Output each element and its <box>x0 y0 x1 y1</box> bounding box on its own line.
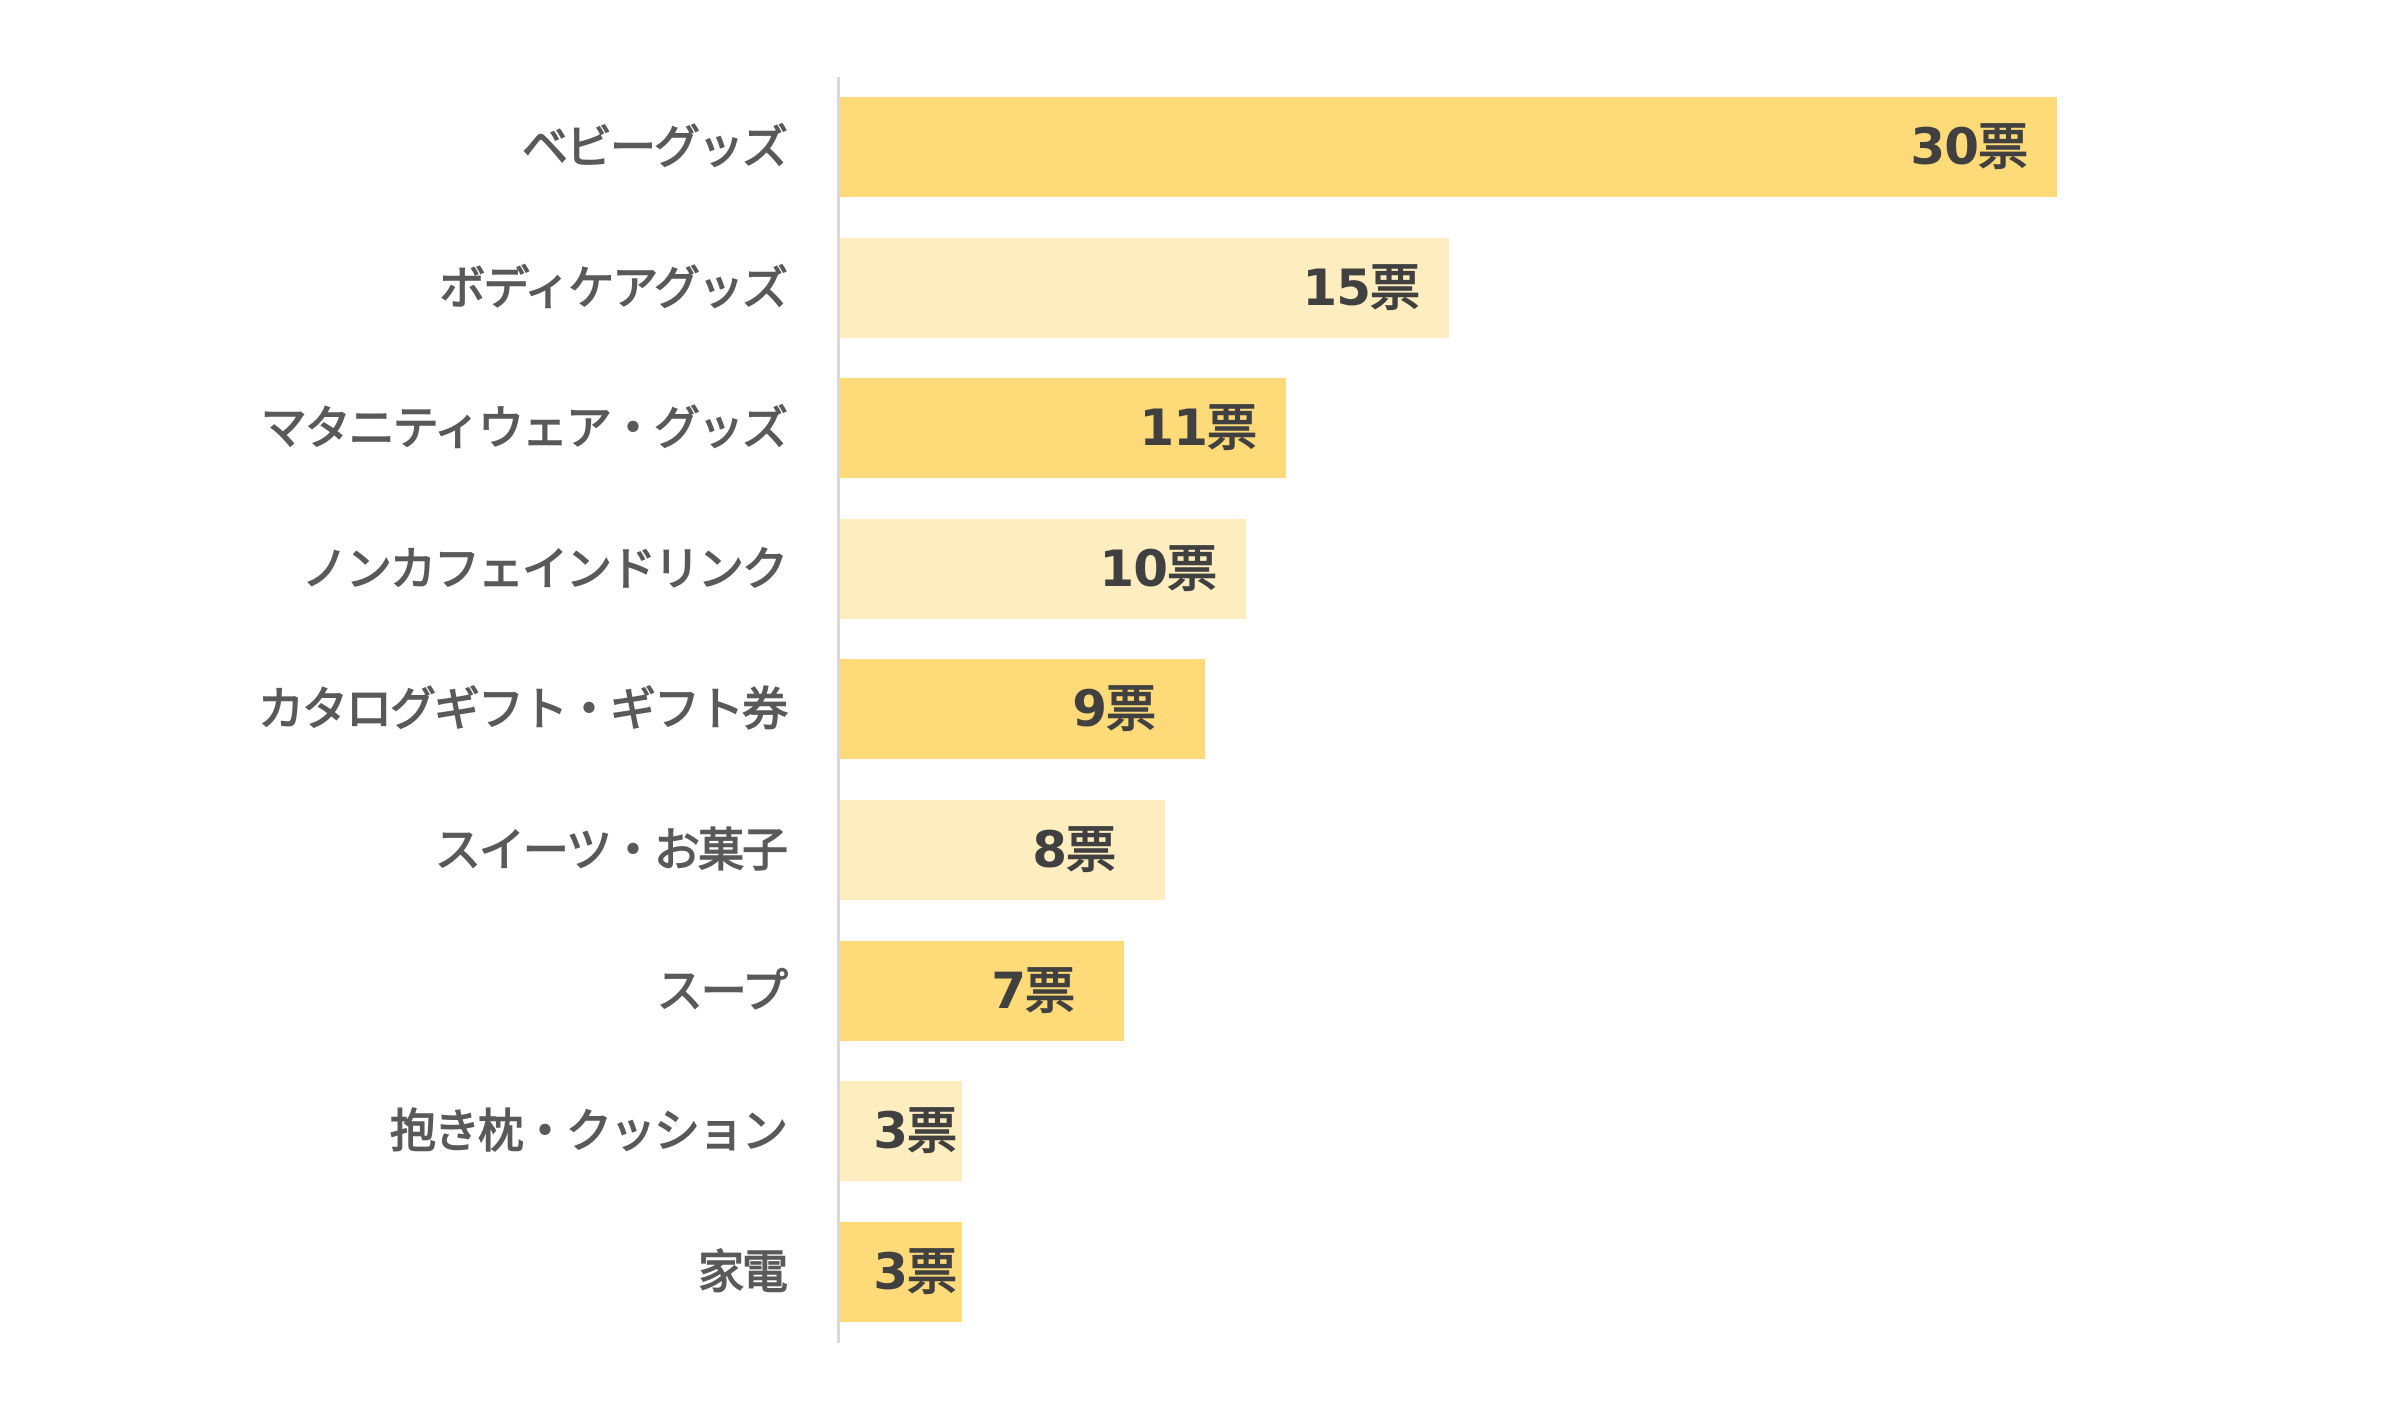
category-label: ノンカフェインドリンク <box>302 541 788 596</box>
bar: 3票 <box>840 1081 962 1182</box>
bar-row: ベビーグッズ 30票 <box>0 97 2382 197</box>
bar-row: ボディケアグッズ 15票 <box>0 237 2382 338</box>
value-label: 9票 <box>1072 680 1156 739</box>
bar: 15票 <box>840 237 1449 338</box>
value-label: 7票 <box>991 961 1075 1020</box>
value-label: 10票 <box>1099 539 1217 598</box>
bar: 30票 <box>840 97 2057 197</box>
category-label: 家電 <box>698 1244 788 1299</box>
bar: 7票 <box>840 940 1124 1041</box>
bar: 9票 <box>840 659 1205 760</box>
category-label: マタニティウェア・グッズ <box>260 401 788 456</box>
bar-row: ノンカフェインドリンク 10票 <box>0 518 2382 619</box>
bar: 8票 <box>840 800 1165 900</box>
y-axis-line <box>837 77 840 1343</box>
value-label: 30票 <box>1910 118 2028 176</box>
value-label: 11票 <box>1139 399 1257 458</box>
bar-row: スイーツ・お菓子 8票 <box>0 800 2382 900</box>
value-label: 3票 <box>873 1102 957 1161</box>
category-label: ベビーグッズ <box>522 120 788 174</box>
bar: 10票 <box>840 518 1246 619</box>
bar: 11票 <box>840 378 1286 479</box>
bar-row: 家電 3票 <box>0 1221 2382 1322</box>
value-label: 15票 <box>1302 258 1420 317</box>
category-label: スープ <box>656 963 788 1018</box>
category-label: スイーツ・お菓子 <box>434 823 788 877</box>
value-label: 8票 <box>1032 821 1116 879</box>
value-label: 3票 <box>873 1242 957 1301</box>
category-label: 抱き枕・クッション <box>390 1104 788 1159</box>
category-label: カタログギフト・ギフト券 <box>258 682 788 737</box>
bar-row: カタログギフト・ギフト券 9票 <box>0 659 2382 760</box>
bar-row: 抱き枕・クッション 3票 <box>0 1081 2382 1182</box>
category-label: ボディケアグッズ <box>439 260 788 315</box>
bar: 3票 <box>840 1221 962 1322</box>
bar-row: マタニティウェア・グッズ 11票 <box>0 378 2382 479</box>
bar-row: スープ 7票 <box>0 940 2382 1041</box>
